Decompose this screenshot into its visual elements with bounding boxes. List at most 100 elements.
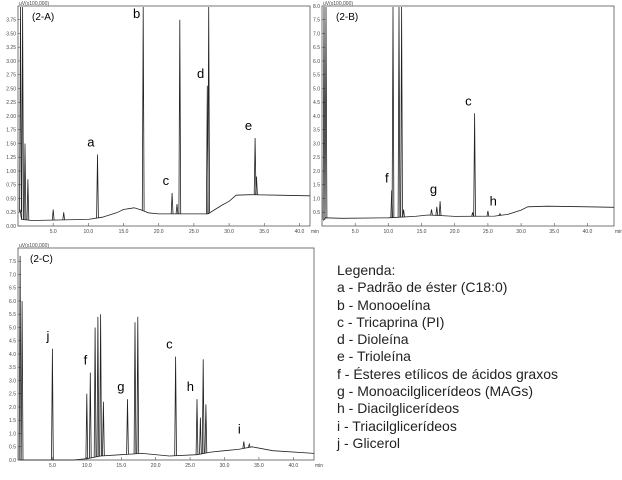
y-tick-label: 5.0: [313, 86, 320, 92]
y-tick-label: 3.75: [6, 18, 16, 24]
x-tick-label: 35.0: [254, 463, 264, 469]
peak-line: [93, 327, 97, 458]
peak-label: h: [187, 379, 194, 394]
x-tick-label: 5.0: [50, 229, 57, 235]
y-tick-label: 0.5: [9, 445, 16, 451]
y-tick-label: 3.50: [6, 31, 16, 37]
peak-line: [20, 300, 24, 461]
legend-item: g - Monoacilglicerídeos (MAGs): [337, 383, 534, 400]
peak-line: [96, 154, 99, 219]
x-tick-label: 5.0: [49, 463, 56, 469]
y-tick-label: 1.0: [9, 431, 16, 437]
peak-line: [85, 393, 89, 459]
y-tick-label: 2.0: [9, 405, 16, 411]
x-tick-label: 15.0: [417, 229, 427, 235]
y-tick-label: 7.0: [9, 272, 16, 278]
peak-label: e: [245, 118, 252, 133]
legend-item: j - Glicerol: [337, 434, 401, 451]
y-tick-label: 2.00: [6, 114, 16, 120]
y-tick-label: 2.75: [6, 73, 16, 79]
x-tick-label: 40.0: [295, 229, 305, 235]
legend-item: h - Diacilglicerídeos: [337, 400, 460, 417]
x-unit-label: min: [315, 463, 323, 469]
peak-line: [178, 19, 182, 214]
y-tick-label: 3.0: [9, 378, 16, 384]
x-tick-label: 20.0: [151, 463, 161, 469]
y-tick-label: 6.0: [313, 59, 320, 65]
peak-label: c: [465, 93, 472, 108]
legend-title: Legenda:: [337, 262, 396, 278]
peak-line: [126, 399, 129, 455]
legend-item: a - Padrão de éster (C18:0): [337, 279, 508, 296]
peak-line: [253, 137, 257, 195]
y-tick-label: 0.75: [6, 183, 16, 189]
peak-label: b: [133, 6, 140, 21]
peak-line: [391, 6, 395, 218]
peak-label: g: [117, 379, 124, 394]
peak-label: a: [87, 135, 95, 150]
peak-line: [242, 441, 246, 449]
panel-label: (2-C): [30, 254, 53, 265]
legend-item: i - Triacilglicerídeos: [337, 417, 457, 434]
y-unit-label: uV(x100,000): [323, 1, 353, 7]
plot-frame: [321, 5, 615, 227]
peak-label: d: [197, 66, 204, 81]
y-tick-label: 8.0: [313, 4, 320, 10]
legend-item: b - Monooelína: [337, 296, 431, 313]
peak-line: [19, 6, 22, 213]
y-tick-label: 4.0: [9, 352, 16, 358]
peak-line: [438, 201, 442, 216]
plot-frame: [17, 247, 315, 461]
y-tick-label: 1.75: [6, 128, 16, 134]
peak-line: [26, 179, 30, 221]
y-tick-label: 7.0: [313, 31, 320, 37]
peak-label: g: [430, 181, 437, 196]
x-tick-label: 25.0: [483, 229, 493, 235]
x-unit-label: min: [615, 229, 622, 235]
x-tick-label: 20.0: [154, 229, 164, 235]
peak-line: [207, 6, 210, 214]
peak-label: c: [166, 337, 173, 352]
peak-line: [473, 113, 476, 217]
y-tick-label: 0.00: [6, 224, 16, 230]
x-tick-label: 25.0: [185, 463, 195, 469]
peak-line: [498, 212, 502, 216]
peak-label: f: [84, 353, 88, 368]
panel-label: (2-A): [32, 12, 54, 23]
peak-line: [175, 203, 179, 214]
y-tick-label: 5.5: [313, 73, 320, 79]
y-tick-label: 6.5: [313, 45, 320, 51]
y-tick-label: 1.50: [6, 141, 16, 147]
x-tick-label: 25.0: [189, 229, 199, 235]
x-tick-label: 5.0: [352, 229, 359, 235]
y-tick-label: 2.5: [313, 155, 320, 161]
y-tick-label: 6.0: [9, 299, 16, 305]
x-tick-label: 35.0: [549, 229, 559, 235]
chart-panel: 5.0 10.0 15.0 20.0 25.0 30.0 35.0 40.0 min 0.00 0.…: [6, 1, 319, 235]
legend-box: Legenda: a - Padrão de éster (C18:0) b -…: [337, 262, 617, 452]
baseline-trace: [20, 446, 315, 461]
peak-line: [201, 359, 205, 454]
peak-line: [21, 6, 24, 220]
x-tick-label: 30.0: [516, 229, 526, 235]
legend-item: e - Trioleína: [337, 348, 411, 365]
peak-line: [471, 212, 474, 217]
peak-label: h: [490, 194, 497, 209]
plot-frame: [17, 5, 311, 227]
x-tick-label: 35.0: [259, 229, 269, 235]
peak-line: [62, 212, 65, 220]
y-tick-label: 0.0: [9, 458, 16, 464]
y-tick-label: 0.5: [313, 210, 320, 216]
peak-line: [23, 143, 27, 220]
peak-label: i: [238, 421, 241, 436]
y-tick-label: 1.5: [313, 183, 320, 189]
peak-line: [248, 442, 251, 448]
x-tick-label: 15.0: [116, 463, 126, 469]
peak-line: [89, 372, 92, 459]
y-tick-label: 1.0: [313, 196, 320, 202]
y-tick-label: 5.5: [9, 312, 16, 318]
x-unit-label: min: [311, 229, 319, 235]
peak-line: [397, 6, 401, 218]
peak-line: [204, 404, 208, 454]
